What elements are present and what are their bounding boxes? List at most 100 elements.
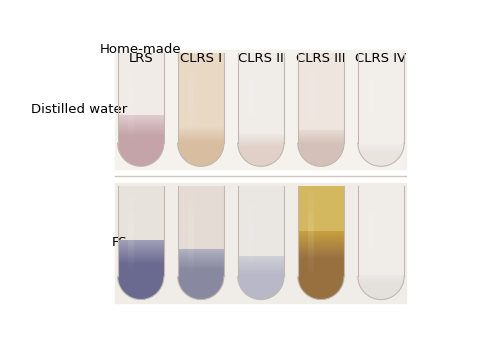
Bar xyxy=(118,115,164,116)
Bar xyxy=(128,236,134,238)
Bar xyxy=(368,125,374,127)
Bar xyxy=(316,165,326,166)
Bar xyxy=(298,253,344,254)
Bar xyxy=(188,75,194,78)
Bar xyxy=(368,105,374,107)
Bar xyxy=(308,199,314,202)
Bar xyxy=(188,270,194,272)
Bar xyxy=(368,89,374,91)
Bar xyxy=(180,285,222,286)
Bar xyxy=(308,62,314,64)
Bar xyxy=(308,258,314,261)
Bar xyxy=(178,251,224,252)
Bar xyxy=(128,206,134,208)
Bar xyxy=(184,159,218,160)
Bar xyxy=(180,284,222,285)
Bar xyxy=(188,111,194,114)
Bar xyxy=(178,252,224,253)
Bar xyxy=(368,231,374,234)
Bar xyxy=(298,261,344,262)
Bar xyxy=(128,211,134,213)
Bar xyxy=(178,256,224,257)
Bar xyxy=(128,227,134,229)
Bar xyxy=(298,134,344,135)
Bar xyxy=(178,262,224,263)
Bar xyxy=(238,143,284,144)
Bar xyxy=(128,243,134,245)
Bar xyxy=(118,254,164,255)
Bar xyxy=(308,111,314,114)
Bar xyxy=(248,193,254,195)
Bar xyxy=(368,249,374,252)
Bar xyxy=(188,208,194,211)
Bar xyxy=(300,284,343,285)
Bar xyxy=(238,274,284,275)
Bar xyxy=(308,82,314,84)
Bar xyxy=(128,238,134,240)
Bar xyxy=(368,69,374,71)
Bar xyxy=(188,195,194,197)
Bar xyxy=(248,102,254,105)
Bar xyxy=(238,273,284,274)
Bar xyxy=(298,240,344,241)
Bar xyxy=(238,259,284,260)
Bar xyxy=(118,135,164,136)
Bar xyxy=(119,283,162,284)
Bar xyxy=(118,258,164,259)
Bar xyxy=(180,152,222,153)
Bar xyxy=(178,186,224,276)
Bar xyxy=(128,130,134,132)
Bar xyxy=(308,75,314,78)
Bar xyxy=(118,143,164,144)
Bar xyxy=(118,240,164,241)
Bar xyxy=(311,297,330,298)
Bar xyxy=(128,84,134,86)
Bar xyxy=(188,236,194,238)
Bar xyxy=(121,288,160,289)
Bar xyxy=(128,120,134,123)
Bar xyxy=(248,123,254,125)
Bar xyxy=(368,73,374,75)
Bar xyxy=(118,261,164,262)
Bar xyxy=(118,249,164,250)
Bar xyxy=(298,236,344,237)
Bar xyxy=(308,195,314,197)
Bar xyxy=(308,60,314,62)
Bar xyxy=(299,150,343,151)
Bar xyxy=(248,188,254,190)
Bar xyxy=(368,258,374,261)
Bar xyxy=(242,156,280,157)
Bar xyxy=(308,162,334,163)
Bar xyxy=(308,295,334,296)
Bar xyxy=(298,133,344,134)
Bar xyxy=(248,222,254,224)
Bar xyxy=(132,164,149,165)
Bar xyxy=(308,80,314,82)
Bar xyxy=(298,243,344,244)
Bar xyxy=(238,262,284,263)
Bar xyxy=(308,220,314,222)
Bar xyxy=(120,154,161,155)
Bar xyxy=(118,252,164,253)
Bar xyxy=(248,53,254,55)
Bar xyxy=(248,118,254,120)
Bar xyxy=(308,208,314,211)
Bar xyxy=(118,144,164,145)
Bar xyxy=(188,240,194,243)
Bar xyxy=(308,215,314,218)
Bar xyxy=(308,98,314,100)
Bar xyxy=(308,107,314,109)
Bar xyxy=(368,234,374,236)
Bar xyxy=(182,157,219,158)
Bar xyxy=(188,91,194,93)
Bar xyxy=(316,299,326,300)
Bar xyxy=(248,141,254,143)
Polygon shape xyxy=(358,276,404,300)
Bar xyxy=(182,156,220,157)
Bar xyxy=(368,118,374,120)
Bar xyxy=(298,241,344,242)
Bar xyxy=(298,275,344,276)
Bar xyxy=(368,238,374,240)
Bar xyxy=(308,105,314,107)
Bar xyxy=(248,220,254,222)
